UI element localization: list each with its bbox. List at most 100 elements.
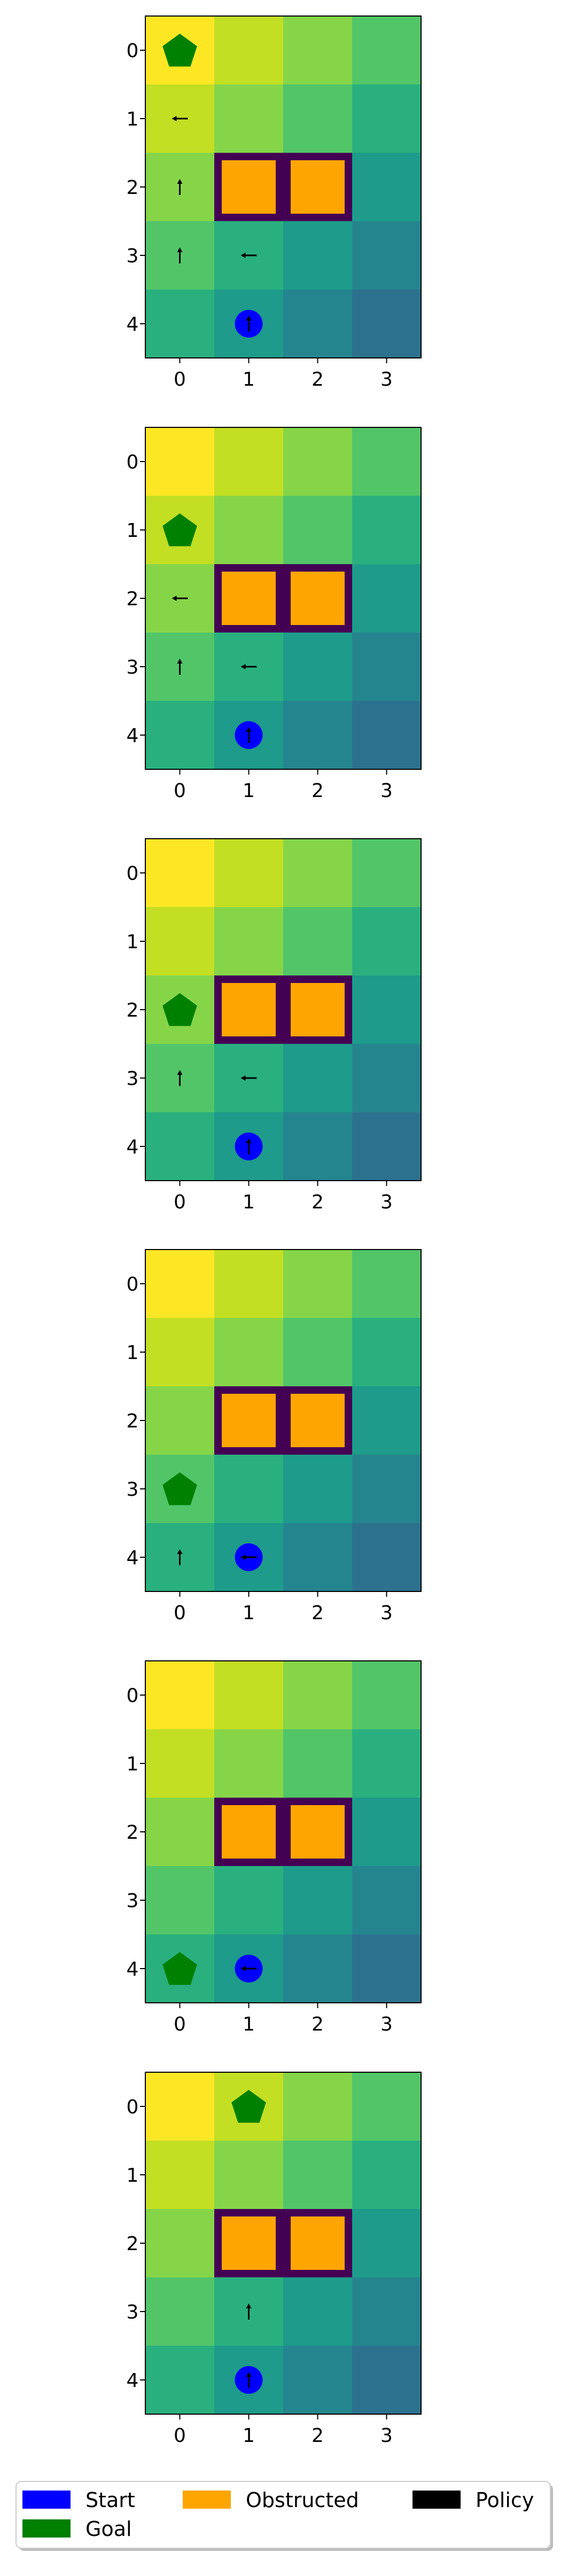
heatmap-cell xyxy=(283,84,353,153)
heatmap-cell xyxy=(352,564,422,633)
legend-label: Goal xyxy=(85,2517,132,2541)
policy-arrow xyxy=(240,664,257,669)
heatmap-cell xyxy=(214,1250,284,1318)
heatmap-cell xyxy=(283,290,353,358)
x-tick-label: 2 xyxy=(312,369,324,391)
heatmap-cell xyxy=(214,907,284,976)
legend-swatch xyxy=(22,2491,71,2509)
goal-marker xyxy=(162,1952,197,1985)
heatmap-cell xyxy=(145,427,215,496)
heatmap-cell xyxy=(283,907,353,976)
x-tick-label: 0 xyxy=(174,1602,186,1624)
heatmap-cell xyxy=(352,1798,422,1867)
legend: Start Goal Obstructed Policy xyxy=(15,2481,553,2551)
obstacle-cell xyxy=(222,2216,276,2270)
policy-arrow-head xyxy=(177,659,183,663)
policy-arrow-head xyxy=(177,247,183,252)
y-tick-label: 0 xyxy=(127,863,139,885)
y-tick-label: 2 xyxy=(127,588,139,610)
policy-arrow xyxy=(177,1070,183,1086)
heatmap-cell xyxy=(352,153,422,222)
obstacle-cell xyxy=(291,1394,345,1447)
policy-arrow xyxy=(172,596,188,601)
y-tick-label: 1 xyxy=(127,2165,139,2187)
legend-label: Start xyxy=(85,2488,135,2512)
policy-arrow-head xyxy=(240,664,246,669)
x-tick-label: 2 xyxy=(312,780,324,802)
y-tick-label: 1 xyxy=(127,1342,139,1364)
policy-arrow xyxy=(177,1549,183,1565)
heatmap-cell xyxy=(283,1866,353,1935)
obstacle-cell xyxy=(222,1805,276,1859)
heatmap-cell xyxy=(283,1661,353,1730)
y-tick-label: 3 xyxy=(127,245,139,267)
x-tick-label: 3 xyxy=(380,2425,393,2447)
legend-entry: Policy xyxy=(413,2488,534,2512)
obstacle-cell xyxy=(222,572,276,625)
policy-arrow-head xyxy=(177,179,183,184)
panel-3: 0 1 2 3 4 0 1 2 3 xyxy=(127,838,422,1213)
panel-5: 0 1 2 3 4 0 1 2 3 xyxy=(127,1660,422,2035)
obstacle-cell xyxy=(222,160,276,214)
heatmap-cell xyxy=(352,1934,422,2003)
y-tick-label: 3 xyxy=(127,2301,139,2323)
heatmap-cell xyxy=(283,496,353,565)
policy-arrow xyxy=(240,253,257,258)
legend-swatch xyxy=(183,2491,231,2509)
panel-6: 0 1 2 3 4 0 1 2 3 xyxy=(127,2072,422,2447)
policy-arrow-head xyxy=(240,1966,246,1971)
heatmap-cell xyxy=(352,701,422,770)
panel-1: 0 1 2 3 4 0 1 2 3 xyxy=(127,15,422,391)
obstacle-cell xyxy=(291,572,345,625)
heatmap-cell xyxy=(352,1318,422,1387)
x-tick-label: 1 xyxy=(243,369,255,391)
goal-marker xyxy=(162,34,197,67)
y-tick-label: 4 xyxy=(127,1136,139,1158)
heatmap-cell xyxy=(145,1866,215,1935)
policy-arrow-head xyxy=(240,1555,246,1560)
heatmap-cell xyxy=(283,1523,353,1592)
heatmap-cell xyxy=(352,1250,422,1318)
goal-marker xyxy=(231,2090,266,2123)
legend-label: Obstructed xyxy=(246,2488,359,2512)
heatmap-cell xyxy=(352,2209,422,2278)
obstacle-cell xyxy=(222,983,276,1036)
y-tick-label: 0 xyxy=(127,1274,139,1295)
x-tick-label: 2 xyxy=(312,2425,324,2447)
heatmap-cell xyxy=(145,907,215,976)
y-tick-label: 2 xyxy=(127,2233,139,2255)
heatmap-cell xyxy=(145,1729,215,1798)
panel-4: 0 1 2 3 4 0 1 2 3 xyxy=(127,1249,422,1624)
heatmap-cell xyxy=(214,839,284,908)
heatmap-cell xyxy=(352,496,422,565)
heatmap-cell xyxy=(283,1112,353,1181)
heatmap-cell xyxy=(214,1866,284,1935)
heatmap-cell xyxy=(214,1729,284,1798)
y-tick-label: 3 xyxy=(127,1890,139,1912)
policy-arrow xyxy=(177,659,183,675)
heatmap-cell xyxy=(352,1523,422,1592)
heatmap-cell xyxy=(352,84,422,153)
x-tick-label: 2 xyxy=(312,1602,324,1624)
heatmap-cell xyxy=(283,1934,353,2003)
heatmap-cell xyxy=(352,975,422,1044)
legend-swatch xyxy=(22,2519,71,2538)
heatmap-cell xyxy=(145,1250,215,1318)
heatmap-cell xyxy=(352,427,422,496)
y-tick-label: 4 xyxy=(127,725,139,747)
heatmap-cell xyxy=(145,1112,215,1181)
heatmap-cell xyxy=(352,1866,422,1935)
obstacle-cell xyxy=(291,2216,345,2270)
heatmap-cell xyxy=(283,221,353,290)
goal-marker xyxy=(162,993,197,1026)
heatmap-cell xyxy=(352,1112,422,1181)
y-tick-label: 2 xyxy=(127,177,139,199)
heatmap-cell xyxy=(145,839,215,908)
policy-arrow xyxy=(240,1555,257,1560)
x-tick-label: 1 xyxy=(243,1191,255,1213)
heatmap-cell xyxy=(352,2346,422,2415)
obstacle-cell xyxy=(291,1805,345,1859)
legend-entry: Start xyxy=(22,2488,135,2512)
heatmap-cell xyxy=(145,701,215,770)
